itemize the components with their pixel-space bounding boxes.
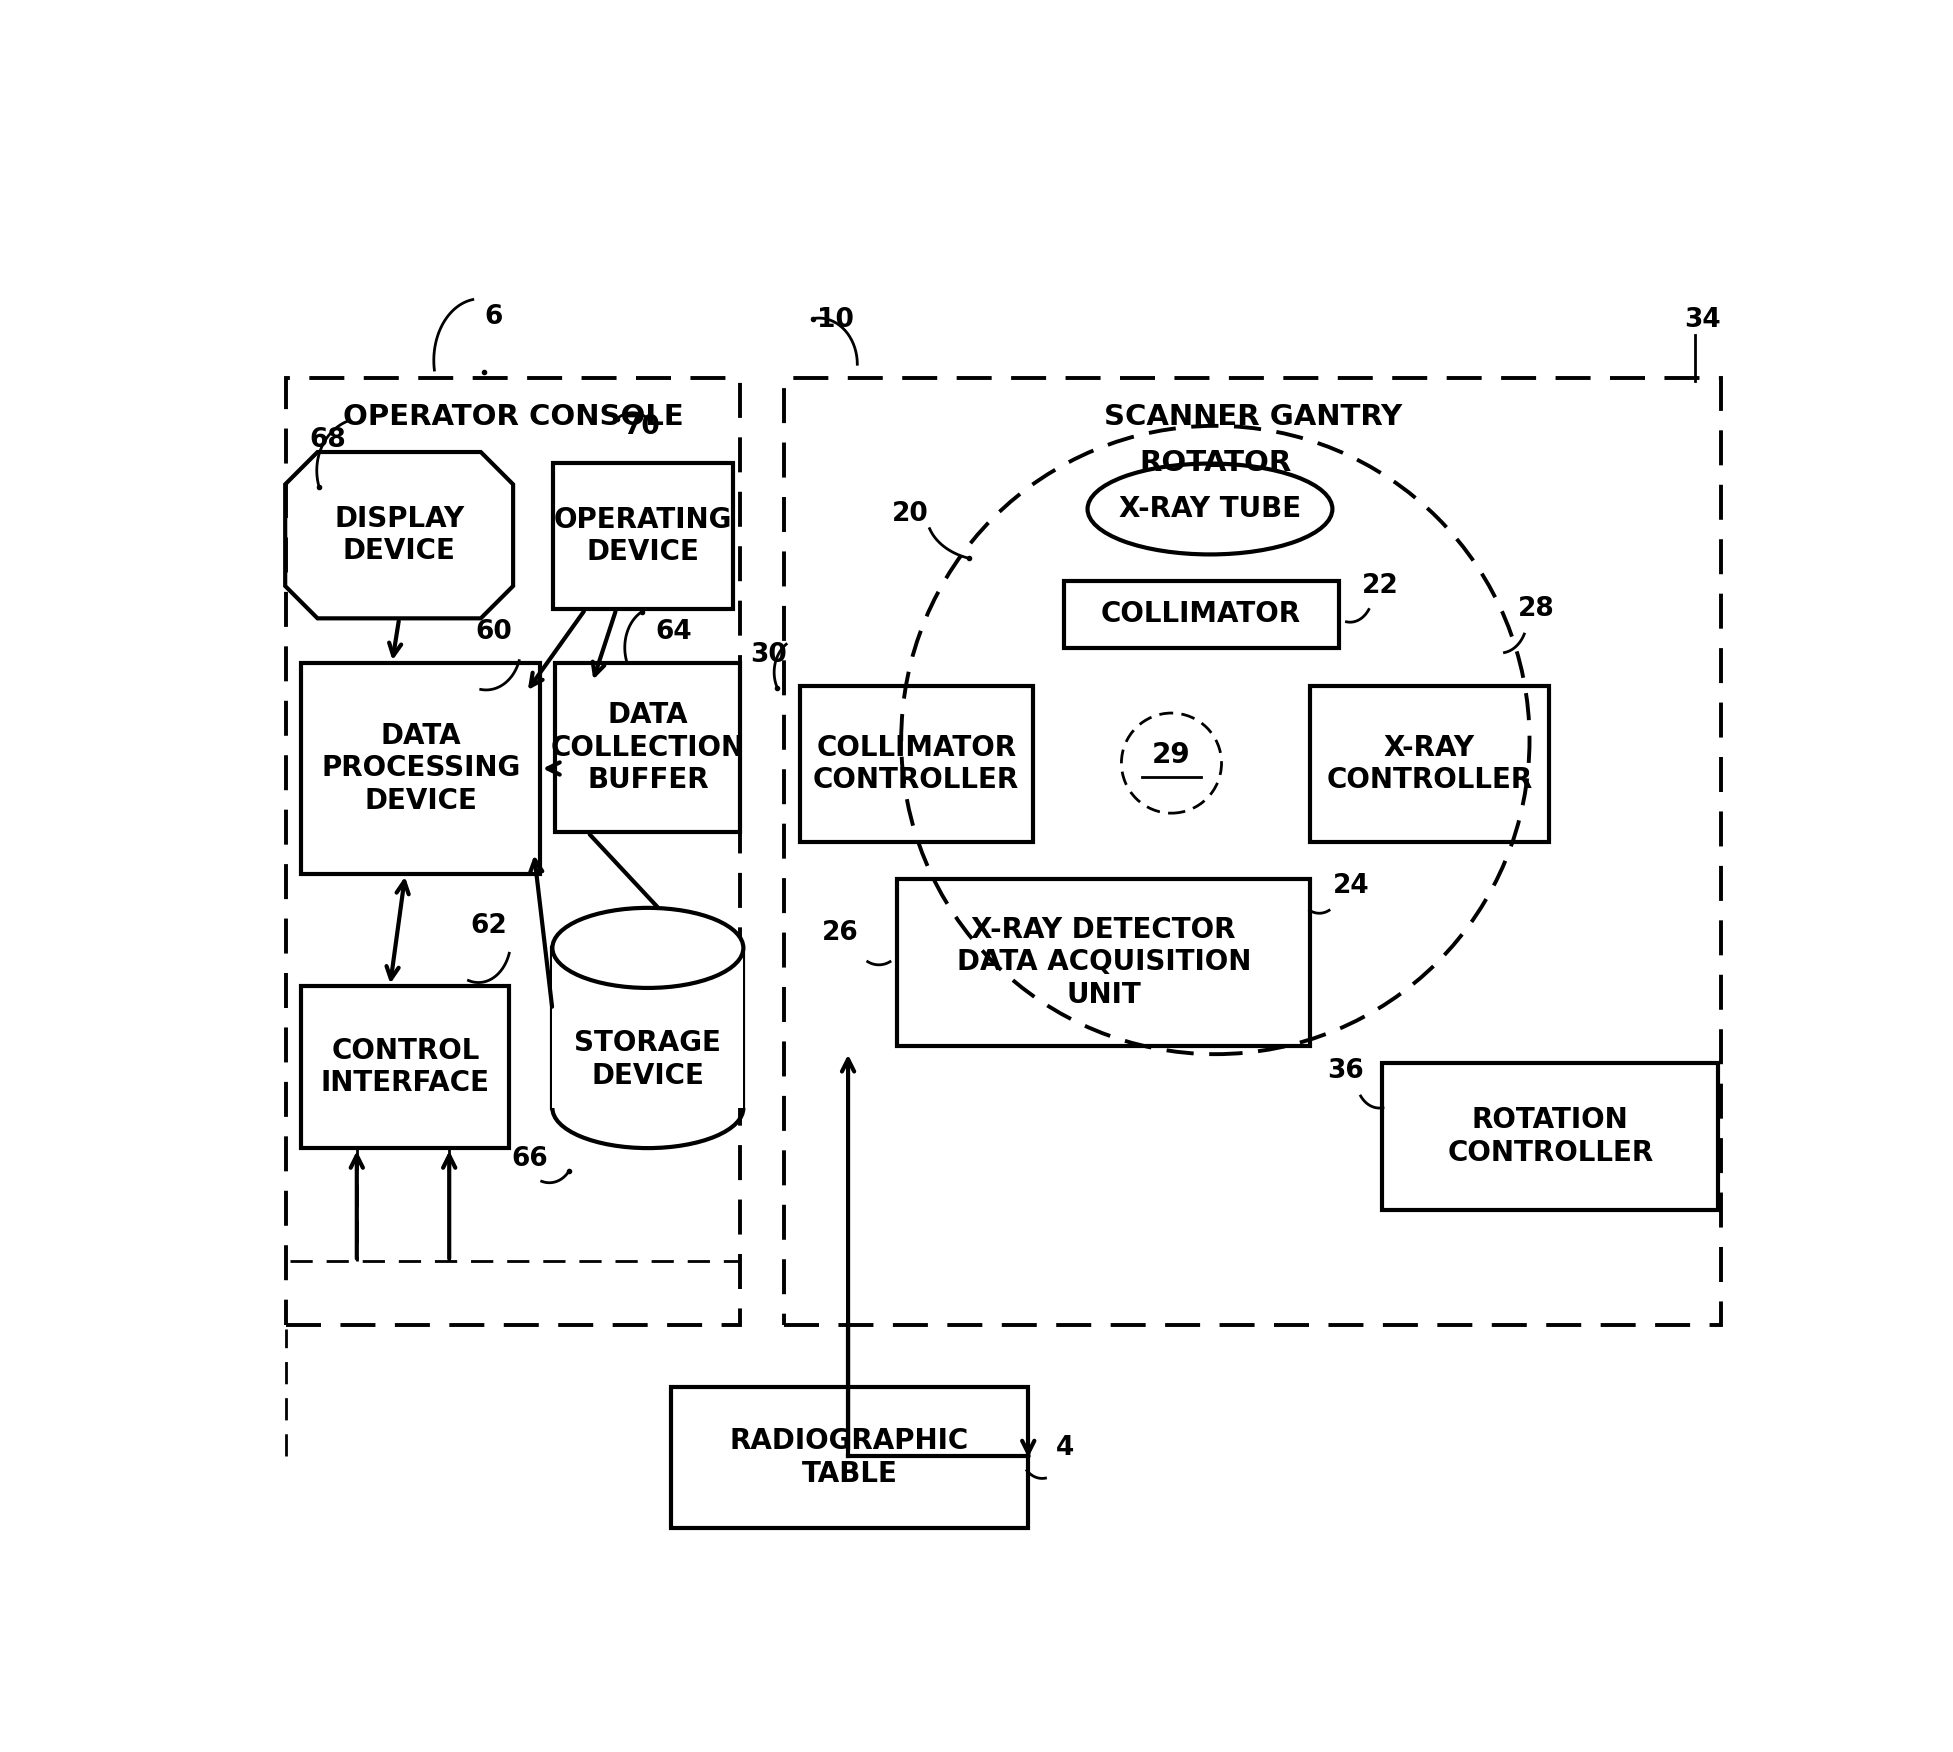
Text: 60: 60 [475, 618, 512, 645]
Text: X-RAY DETECTOR
DATA ACQUISITION
UNIT: X-RAY DETECTOR DATA ACQUISITION UNIT [957, 916, 1250, 1009]
Text: 22: 22 [1361, 573, 1398, 599]
Text: DATA
PROCESSING
DEVICE: DATA PROCESSING DEVICE [320, 722, 519, 815]
Text: 70: 70 [623, 415, 660, 440]
Text: COLLIMATOR: COLLIMATOR [1101, 601, 1301, 629]
Text: 26: 26 [822, 920, 859, 946]
Text: DISPLAY
DEVICE: DISPLAY DEVICE [334, 505, 465, 566]
Text: 68: 68 [309, 427, 346, 452]
Text: 24: 24 [1334, 872, 1369, 899]
Text: CONTROL
INTERFACE: CONTROL INTERFACE [320, 1037, 490, 1097]
Text: ROTATOR: ROTATOR [1139, 449, 1291, 477]
Text: OPERATOR CONSOLE: OPERATOR CONSOLE [342, 403, 684, 431]
Text: 34: 34 [1683, 307, 1721, 333]
Text: 4: 4 [1057, 1435, 1074, 1461]
Text: 6: 6 [484, 303, 504, 329]
Text: DATA
COLLECTION
BUFFER: DATA COLLECTION BUFFER [551, 701, 744, 794]
FancyBboxPatch shape [553, 948, 744, 1107]
Text: RADIOGRAPHIC
TABLE: RADIOGRAPHIC TABLE [730, 1428, 969, 1487]
Text: 30: 30 [750, 643, 787, 668]
Text: 29: 29 [1152, 741, 1191, 769]
Text: 64: 64 [656, 618, 693, 645]
Text: SCANNER GANTRY: SCANNER GANTRY [1103, 403, 1402, 431]
Text: X-RAY TUBE: X-RAY TUBE [1119, 496, 1301, 524]
Text: 28: 28 [1517, 596, 1555, 622]
Text: 36: 36 [1328, 1058, 1363, 1084]
Circle shape [1121, 713, 1221, 813]
Text: 66: 66 [512, 1146, 549, 1172]
Text: X-RAY
CONTROLLER: X-RAY CONTROLLER [1326, 734, 1533, 794]
Text: 10: 10 [816, 307, 853, 333]
Text: STORAGE
DEVICE: STORAGE DEVICE [574, 1030, 721, 1090]
Text: OPERATING
DEVICE: OPERATING DEVICE [553, 506, 732, 566]
Text: COLLIMATOR
CONTROLLER: COLLIMATOR CONTROLLER [812, 734, 1019, 794]
Text: ROTATION
CONTROLLER: ROTATION CONTROLLER [1447, 1106, 1654, 1167]
Ellipse shape [553, 908, 744, 988]
Text: 62: 62 [471, 913, 508, 939]
Text: 20: 20 [891, 501, 928, 527]
